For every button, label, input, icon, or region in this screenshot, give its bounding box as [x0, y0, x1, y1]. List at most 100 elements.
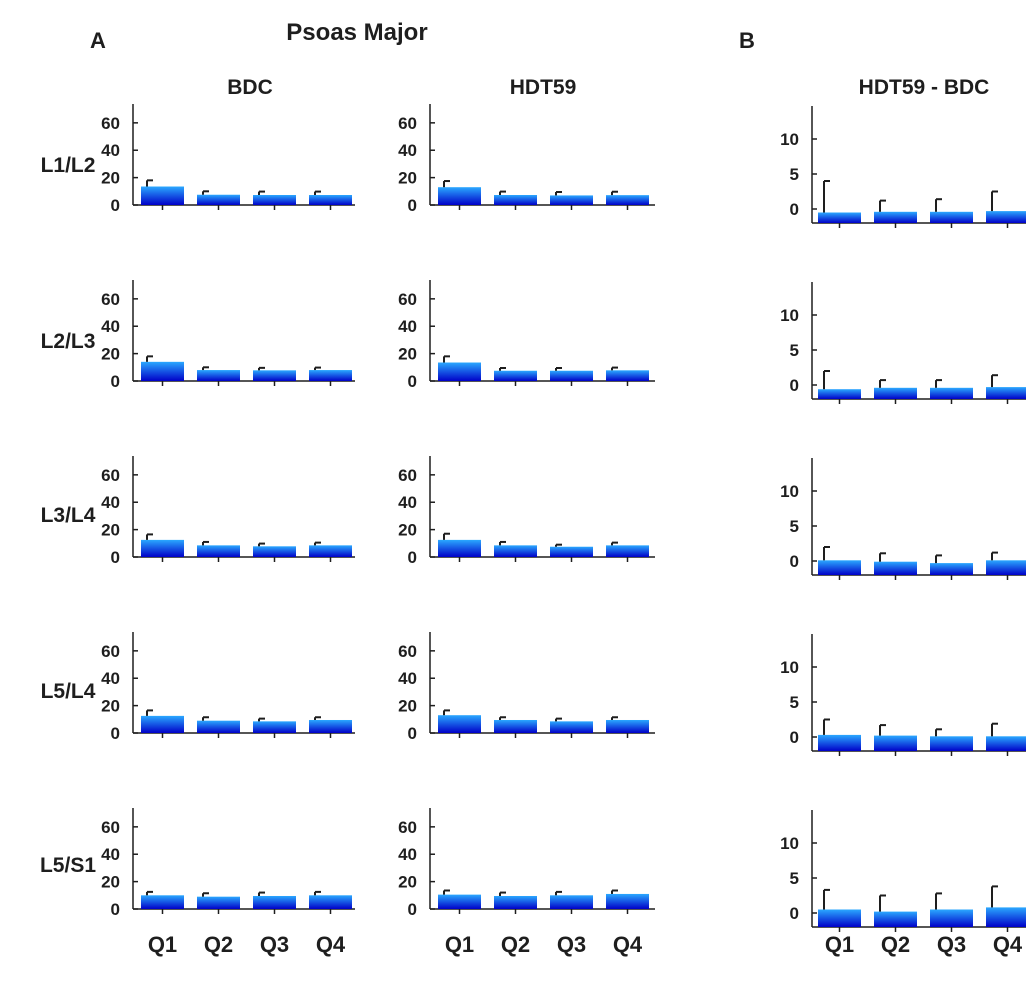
bar-q3 [550, 547, 593, 557]
bar-q4 [986, 736, 1026, 751]
subplot-l5-l4: L5/L4 0 20 40 60 [41, 632, 355, 743]
bar-q2 [494, 545, 537, 557]
bar-q1 [818, 735, 861, 751]
subplot-l5-s1: 0 5 10 Q1 Q2 Q3 Q4 [780, 810, 1026, 957]
subplot-l2-l3: 0 20 40 60 [398, 280, 655, 391]
bar-q3 [550, 721, 593, 733]
bar-q1 [818, 910, 861, 928]
bar-q2 [494, 896, 537, 909]
y-tick-label: 40 [398, 669, 417, 688]
x-category-label: Q3 [557, 932, 586, 957]
y-tick-label: 20 [398, 345, 417, 364]
bar-q3 [930, 910, 973, 928]
y-tick-label: 0 [408, 196, 417, 215]
bar-q1 [141, 540, 184, 557]
y-tick-label: 10 [780, 482, 799, 501]
bar-q2 [197, 545, 240, 557]
bar-q3 [550, 895, 593, 909]
bar-q4 [986, 211, 1026, 223]
y-tick-label: 60 [398, 114, 417, 133]
subplot-l5-l4: 0 5 10 [780, 634, 1026, 756]
y-tick-label: 0 [111, 372, 120, 391]
y-tick-label: 5 [790, 165, 799, 184]
y-tick-label: 60 [101, 290, 120, 309]
bar-q3 [930, 388, 973, 399]
y-tick-label: 20 [398, 873, 417, 892]
bar-q2 [874, 736, 917, 751]
y-tick-label: 0 [408, 900, 417, 919]
x-category-label: Q1 [825, 932, 854, 957]
bar-q3 [550, 195, 593, 205]
y-tick-label: 10 [780, 130, 799, 149]
bar-q3 [253, 721, 296, 733]
x-category-label: Q4 [993, 932, 1023, 957]
bar-q4 [986, 560, 1026, 575]
y-tick-label: 20 [101, 873, 120, 892]
bar-q2 [494, 195, 537, 205]
bar-q1 [438, 363, 481, 381]
subplot-l3-l4: 0 20 40 60 [398, 456, 655, 567]
x-category-label: Q3 [937, 932, 966, 957]
y-tick-label: 40 [101, 141, 120, 160]
bar-q1 [438, 715, 481, 733]
bar-q4 [606, 195, 649, 205]
x-category-label: Q2 [501, 932, 530, 957]
panel-b-label: B [739, 28, 755, 53]
bar-q1 [141, 895, 184, 909]
y-tick-label: 20 [101, 345, 120, 364]
bar-q4 [606, 370, 649, 381]
row-label: L5/L4 [41, 680, 96, 703]
plot-area: BDCL1/L20204060L2/L30204060L3/L40204060L… [40, 76, 1026, 957]
y-tick-label: 20 [101, 697, 120, 716]
y-tick-label: 40 [101, 317, 120, 336]
bar-q3 [253, 896, 296, 909]
y-tick-label: 20 [398, 521, 417, 540]
y-tick-label: 5 [790, 517, 799, 536]
chart-column-1: BDCL1/L20204060L2/L30204060L3/L40204060L… [40, 76, 355, 957]
bar-q3 [550, 371, 593, 381]
bar-q3 [930, 736, 973, 751]
bar-q4 [986, 387, 1026, 399]
row-label: L3/L4 [41, 504, 96, 527]
subplot-l3-l4: 0 5 10 [780, 458, 1026, 580]
chart-column-2: HDT59 0 20 40 60 0 20 40 60 0 20 40 60 0 20 40 60 0 20 40 60… [398, 76, 655, 957]
bar-q1 [438, 187, 481, 205]
y-tick-label: 0 [790, 904, 799, 923]
y-tick-label: 60 [398, 818, 417, 837]
y-tick-label: 60 [101, 642, 120, 661]
column-title: BDC [227, 76, 273, 99]
y-tick-label: 0 [790, 552, 799, 571]
y-tick-label: 40 [101, 669, 120, 688]
y-tick-label: 20 [101, 521, 120, 540]
bar-q3 [253, 195, 296, 205]
bar-q3 [930, 563, 973, 575]
subplot-l5-s1: 0 20 40 60 Q1 Q2 Q3 Q4 [398, 808, 655, 957]
bar-q1 [438, 895, 481, 909]
y-tick-label: 20 [398, 697, 417, 716]
y-tick-label: 40 [398, 317, 417, 336]
bar-q2 [874, 388, 917, 399]
chart-column-3: HDT59 - BDC 0 5 10 0 5 10 0 5 10 0 5 10 0 5 10 Q1 Q2 Q3 Q4 [780, 76, 1026, 957]
y-tick-label: 0 [408, 372, 417, 391]
row-label: L1/L2 [41, 154, 96, 177]
panel-a-label: A [90, 28, 106, 53]
bar-q4 [606, 545, 649, 557]
bar-q1 [141, 362, 184, 381]
y-tick-label: 60 [101, 114, 120, 133]
bar-q1 [141, 187, 184, 205]
row-label: L2/L3 [41, 330, 96, 353]
x-category-label: Q2 [204, 932, 233, 957]
subplot-l1-l2: 0 20 40 60 [398, 104, 655, 215]
bar-q4 [309, 195, 352, 205]
bar-q2 [197, 721, 240, 733]
y-tick-label: 20 [101, 169, 120, 188]
subplot-l2-l3: L2/L3 0 20 40 60 [41, 280, 355, 391]
bar-q1 [438, 540, 481, 557]
subplot-l1-l2: L1/L2 0 20 40 60 [41, 104, 355, 215]
y-tick-label: 0 [408, 548, 417, 567]
x-category-label: Q3 [260, 932, 289, 957]
y-tick-label: 60 [398, 642, 417, 661]
y-tick-label: 0 [790, 728, 799, 747]
y-tick-label: 40 [398, 845, 417, 864]
y-tick-label: 0 [790, 200, 799, 219]
